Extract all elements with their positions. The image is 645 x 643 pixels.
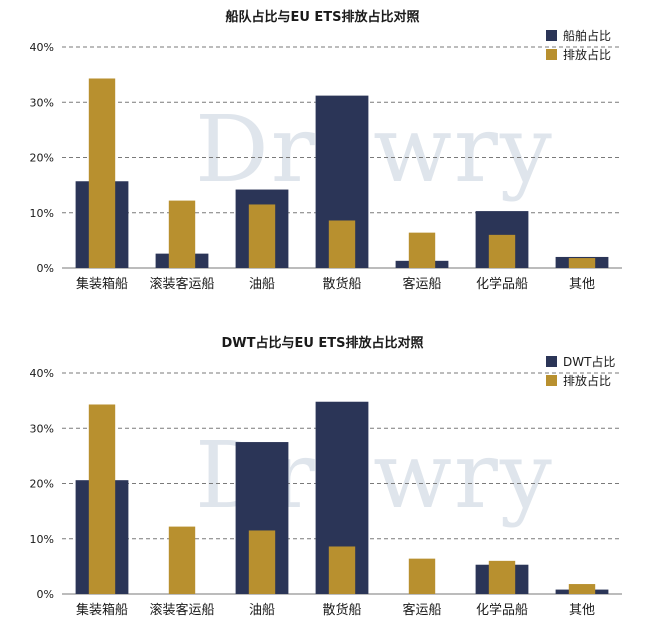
legend-item-emission: 排放占比 [546,45,611,64]
y-tick-label: 30% [30,96,54,109]
legend-swatch-fleet [546,30,557,41]
legend-swatch-emission [546,49,557,60]
legend-item-fleet: 船舶占比 [546,26,611,45]
legend-item-emission: 排放占比 [546,371,615,390]
x-tick-label: 滚装客运船 [149,602,214,618]
chart-legend: DWT占比 排放占比 [546,352,615,390]
x-tick-label: 散货船 [322,276,361,292]
legend-label-fleet: 船舶占比 [563,29,612,43]
bar-3-series-1 [328,220,356,268]
chart-plot-area: 0% 10% 20% 30% 40% 集装箱船 滚装客运船 油船 散货船 客运船 化学品船 其他 [30,41,622,292]
legend-swatch-dwt [546,356,557,367]
chart-dwt-share: Drewry DWT占比与EU ETS排放占比对照 0% 10% 20% 30% 40%… [0,326,645,643]
x-tick-label: 集装箱船 [76,602,128,618]
y-tick-label: 10% [30,207,54,220]
bar-1-series-1 [168,200,196,268]
y-tick-label: 20% [30,478,54,491]
y-tick-label: 40% [30,367,54,380]
x-tick-label: 其他 [569,603,595,618]
legend-item-dwt: DWT占比 [546,352,615,371]
bar-2-series-1 [248,530,276,594]
bar-5-series-1 [488,234,516,268]
bar-6-series-1 [568,584,596,594]
y-tick-label: 10% [30,533,54,546]
y-tick-label: 40% [30,41,54,54]
chart-title: DWT占比与EU ETS排放占比对照 [221,336,424,351]
bar-3-series-1 [328,546,356,594]
y-tick-label: 30% [30,422,54,435]
bar-4-series-1 [408,232,436,268]
chart-legend: 船舶占比 排放占比 [546,26,611,64]
x-tick-label: 客运船 [402,602,441,618]
bar-2-series-1 [248,204,276,268]
x-tick-label: 散货船 [322,602,361,618]
bar-0-series-1 [88,78,116,269]
legend-label-dwt: DWT占比 [563,355,616,369]
x-tick-label: 客运船 [402,276,441,292]
y-tick-label: 0% [37,262,54,275]
x-tick-label: 油船 [249,277,275,292]
x-tick-label: 集装箱船 [76,276,128,292]
chart-title: 船队占比与EU ETS排放占比对照 [225,10,420,25]
x-tick-label: 化学品船 [476,276,528,292]
bar-5-series-1 [488,560,516,594]
y-tick-label: 0% [37,588,54,601]
legend-label-emission: 排放占比 [563,374,612,388]
legend-swatch-emission [546,375,557,386]
bar-1-series-1 [168,526,196,594]
bar-6-series-1 [568,258,596,268]
x-tick-label: 其他 [569,277,595,292]
y-tick-label: 20% [30,152,54,165]
bar-0-series-1 [88,404,116,594]
legend-label-emission: 排放占比 [563,48,612,62]
chart-plot-area: 0% 10% 20% 30% 40% 集装箱船 滚装客运船 油船 散货船 客运船 化学品船 其他 [30,367,622,618]
bar-4-series-1 [408,558,436,594]
x-tick-label: 化学品船 [476,602,528,618]
x-tick-label: 滚装客运船 [149,276,214,292]
chart-fleet-share: Drewry 船队占比与EU ETS排放占比对照 0% 10% 20% 30% 40% 集… [0,0,645,317]
x-tick-label: 油船 [249,603,275,618]
